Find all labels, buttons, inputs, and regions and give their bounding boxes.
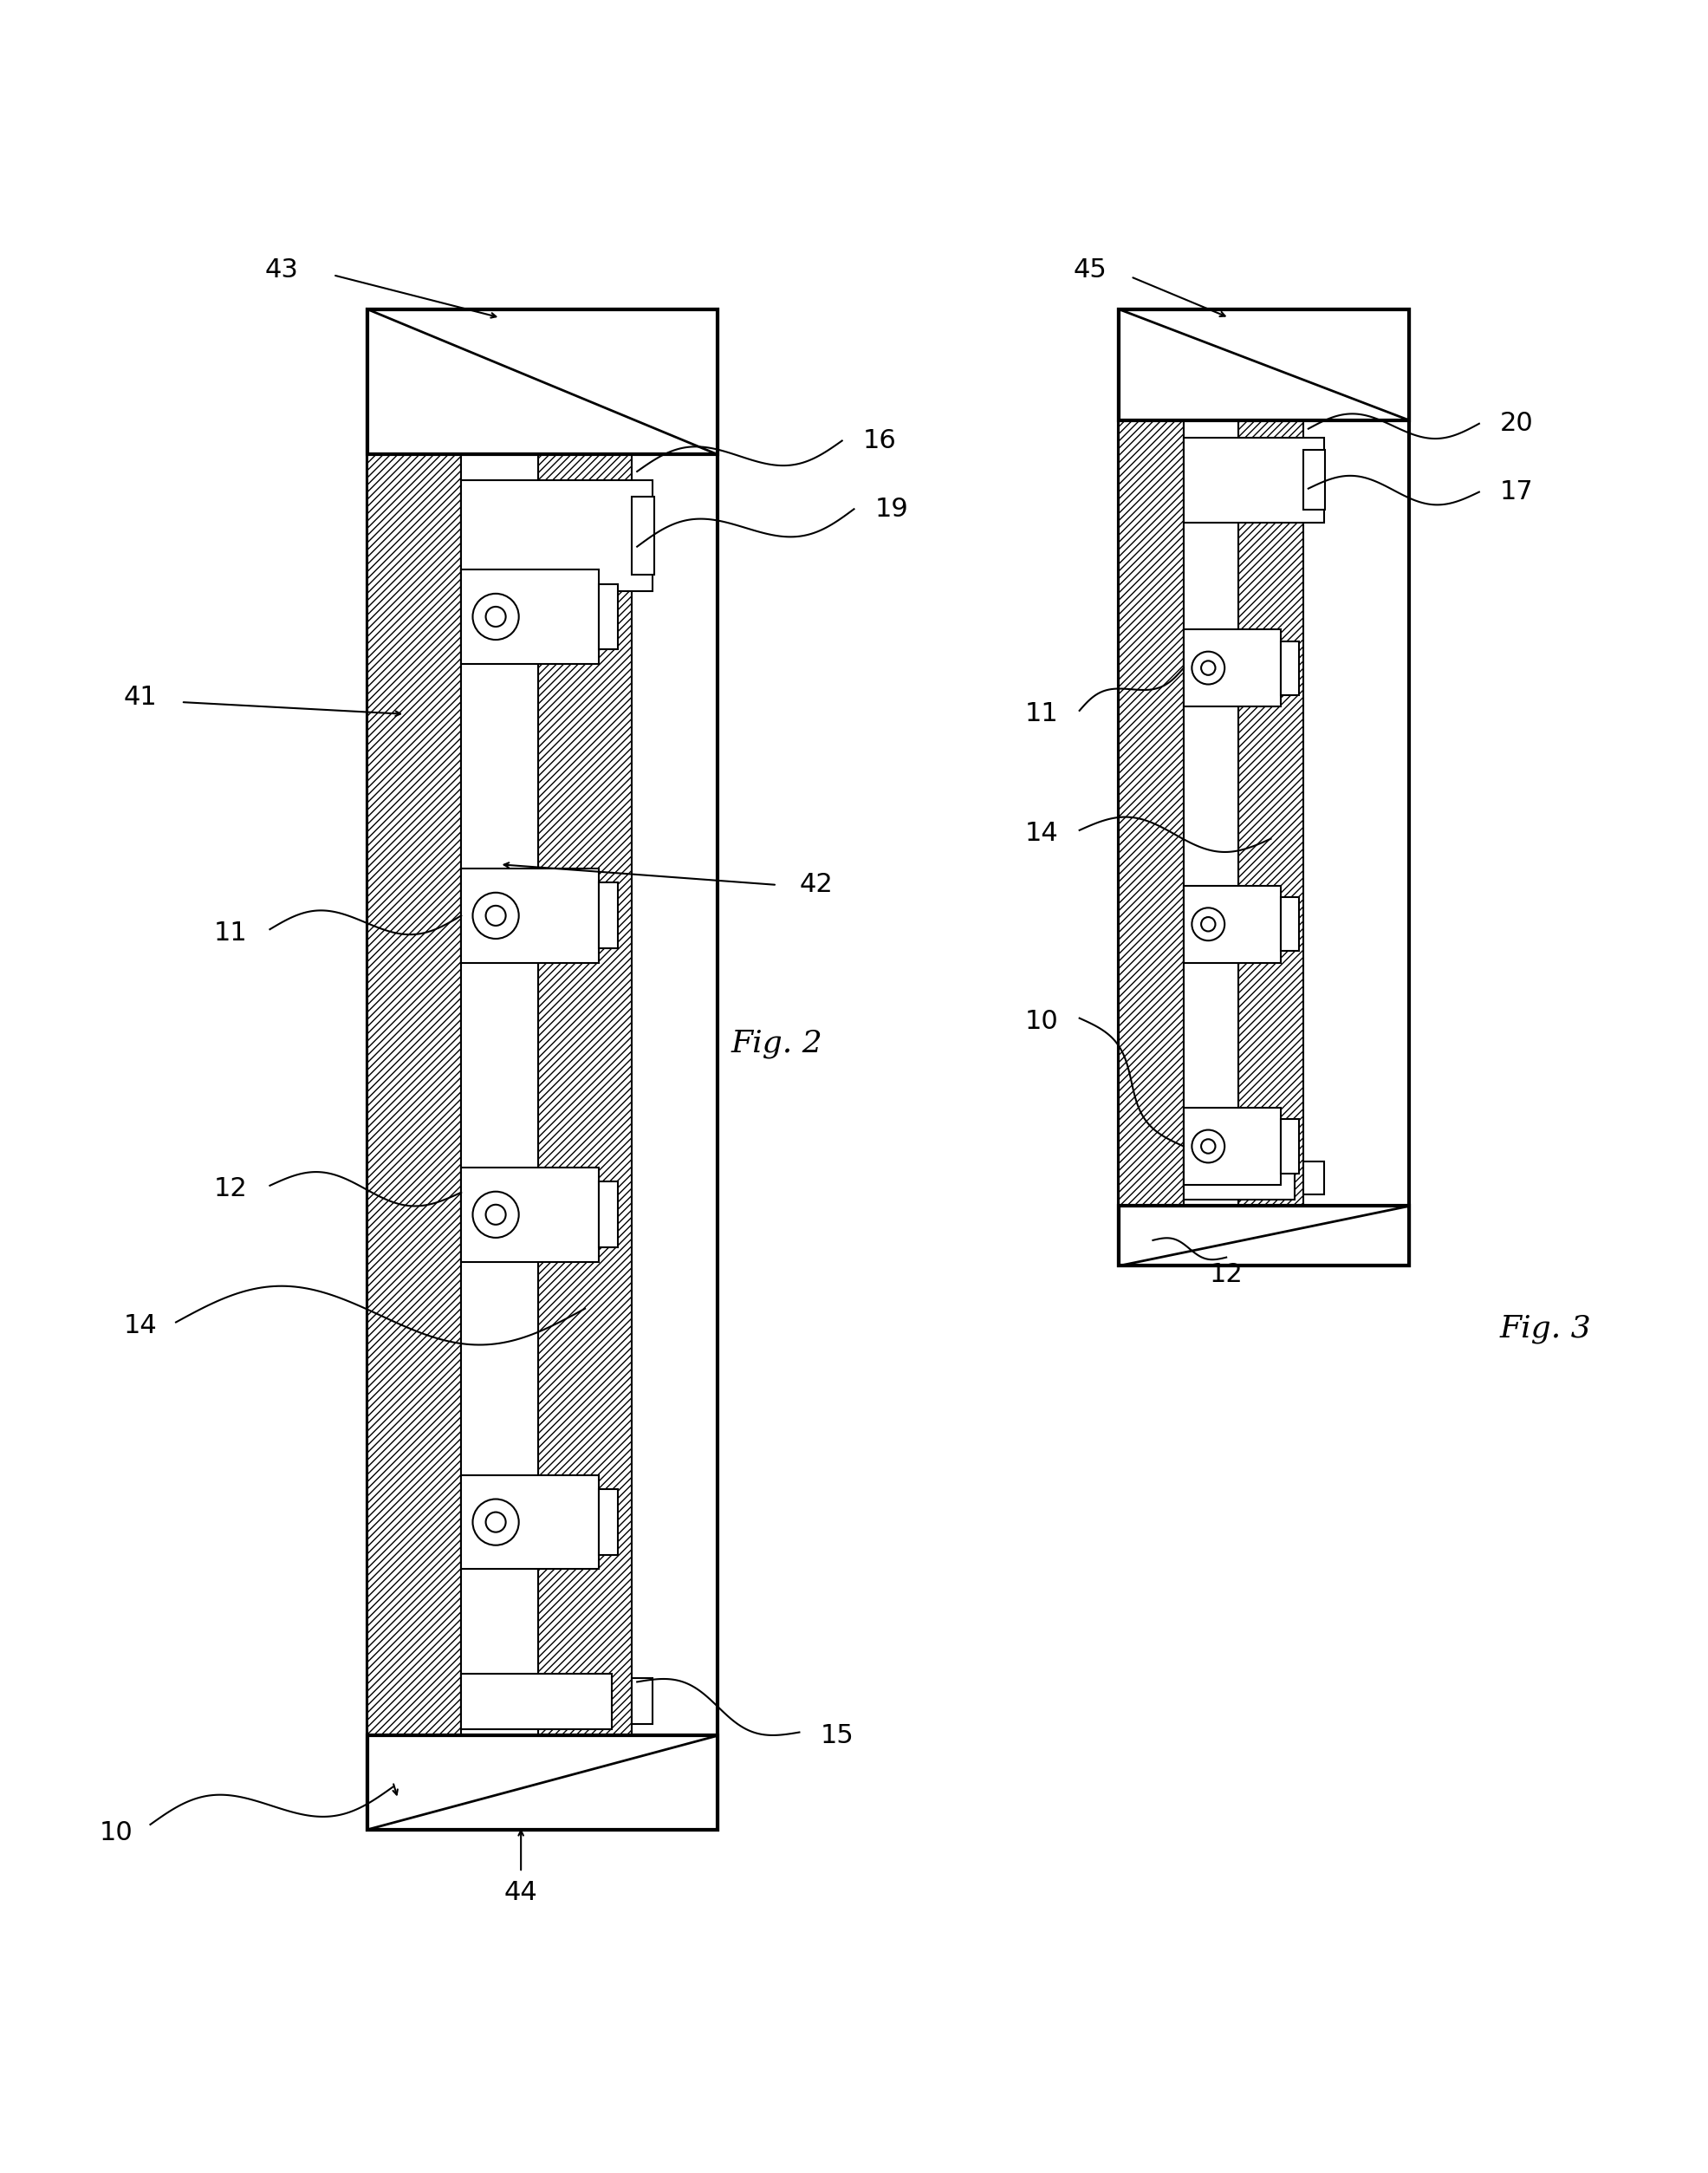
Circle shape	[473, 1499, 519, 1545]
Bar	[1184, 887, 1281, 963]
Text: 42: 42	[799, 871, 834, 897]
Circle shape	[1201, 1139, 1216, 1154]
Text: 44: 44	[504, 1880, 538, 1906]
Bar	[461, 1673, 611, 1730]
Text: 19: 19	[874, 495, 909, 522]
Text: 14: 14	[123, 1312, 157, 1339]
Circle shape	[485, 606, 506, 626]
Bar	[632, 498, 654, 574]
Bar	[1184, 437, 1324, 524]
Bar	[1281, 641, 1300, 695]
Bar	[461, 1475, 600, 1569]
Bar	[1281, 897, 1300, 952]
Bar	[600, 1489, 618, 1556]
Bar	[367, 309, 717, 454]
Bar	[1303, 450, 1325, 511]
Bar	[461, 569, 600, 663]
Text: 11: 11	[1025, 702, 1059, 726]
Text: 12: 12	[214, 1176, 248, 1202]
Bar	[1119, 309, 1184, 1267]
Circle shape	[473, 593, 519, 639]
Bar	[1184, 1108, 1281, 1184]
Circle shape	[1201, 917, 1216, 932]
Text: 10: 10	[99, 1821, 133, 1845]
Bar	[1303, 1163, 1324, 1195]
Bar	[367, 309, 461, 1830]
Text: 10: 10	[1025, 1008, 1059, 1034]
Text: Fig. 3: Fig. 3	[1500, 1315, 1592, 1343]
Circle shape	[473, 1191, 519, 1239]
Bar	[1119, 309, 1184, 1267]
Bar	[461, 869, 600, 963]
Text: 16: 16	[863, 428, 897, 454]
Circle shape	[485, 1512, 506, 1532]
Text: 43: 43	[265, 256, 299, 282]
Text: 41: 41	[123, 684, 157, 711]
Text: 20: 20	[1500, 411, 1534, 437]
Text: 11: 11	[214, 919, 248, 945]
Bar	[632, 1678, 652, 1723]
Bar	[1238, 309, 1303, 1267]
Bar	[367, 1736, 717, 1830]
Bar	[1119, 1206, 1409, 1267]
Bar	[1119, 309, 1409, 1267]
Circle shape	[1192, 652, 1225, 684]
Text: 14: 14	[1025, 821, 1059, 845]
Bar	[367, 309, 461, 1830]
Circle shape	[1192, 1130, 1225, 1163]
Text: 12: 12	[1209, 1263, 1243, 1286]
Circle shape	[485, 906, 506, 926]
Bar	[538, 309, 632, 1830]
Bar	[461, 1167, 600, 1263]
Bar	[1184, 1156, 1295, 1199]
Bar	[1184, 630, 1281, 706]
Bar	[600, 1182, 618, 1247]
Bar	[600, 585, 618, 650]
Bar	[367, 309, 717, 1830]
Text: 45: 45	[1073, 256, 1107, 282]
Bar	[1119, 309, 1409, 419]
Bar	[461, 480, 652, 591]
Bar	[538, 309, 632, 1830]
Text: 15: 15	[820, 1723, 854, 1749]
Bar	[600, 882, 618, 950]
Circle shape	[473, 893, 519, 939]
Circle shape	[1192, 908, 1225, 941]
Text: 17: 17	[1500, 480, 1534, 504]
Bar	[461, 309, 538, 1830]
Bar	[1281, 1119, 1300, 1173]
Bar	[1184, 309, 1238, 1267]
Circle shape	[485, 1204, 506, 1226]
Text: Fig. 2: Fig. 2	[731, 1030, 823, 1058]
Circle shape	[1201, 661, 1216, 676]
Bar	[1238, 309, 1303, 1267]
